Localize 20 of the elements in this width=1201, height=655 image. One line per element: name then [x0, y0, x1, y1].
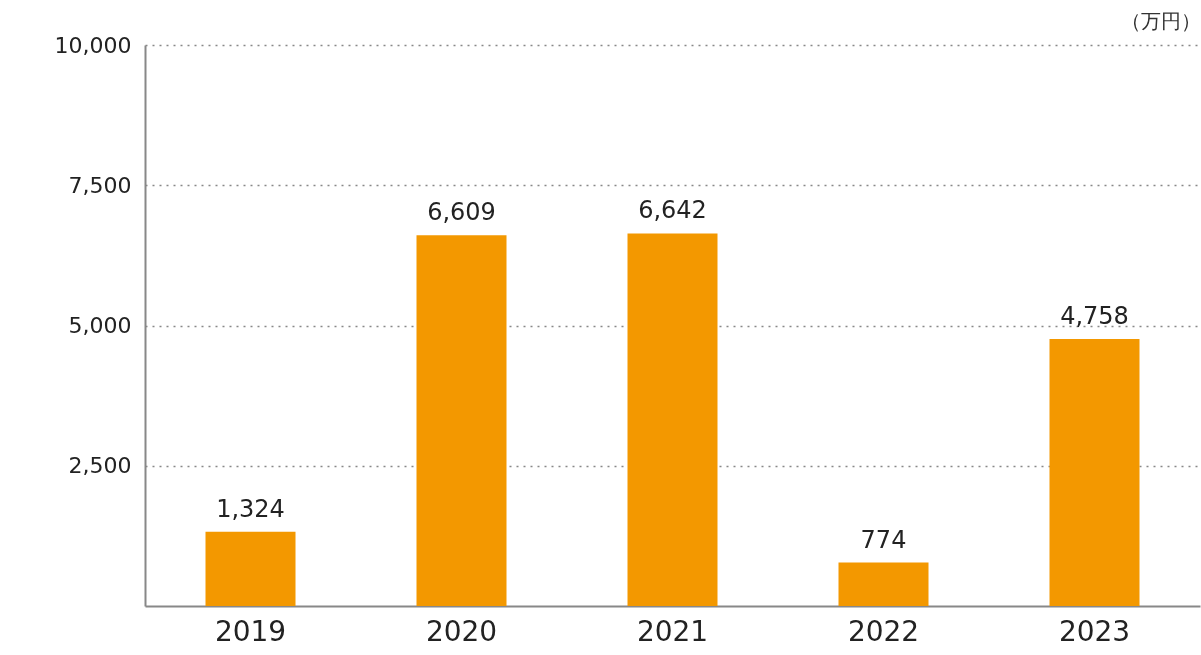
x-tick-label: 2019	[214, 614, 287, 648]
y-tick-label: 10,000	[54, 32, 132, 58]
data-label: 774	[860, 525, 907, 554]
x-tick-label: 2021	[636, 614, 709, 648]
y-tick-label: 5,000	[68, 313, 132, 338]
data-label: 4,758	[1060, 302, 1129, 331]
x-tick-label: 2023	[1058, 614, 1131, 648]
data-label: 1,324	[216, 494, 285, 523]
y-axis-title: （万円）	[1120, 8, 1201, 33]
y-tick-label: 2,500	[68, 453, 132, 479]
x-tick-label: 2020	[425, 614, 498, 648]
bar	[1049, 339, 1140, 606]
bar	[838, 562, 929, 606]
bar	[416, 235, 507, 606]
y-tick-label: 7,500	[68, 172, 132, 198]
x-tick-label: 2022	[847, 614, 920, 648]
data-label: 6,642	[638, 196, 707, 225]
data-label: 6,609	[427, 198, 496, 227]
bar	[205, 531, 296, 606]
bar	[627, 233, 718, 606]
